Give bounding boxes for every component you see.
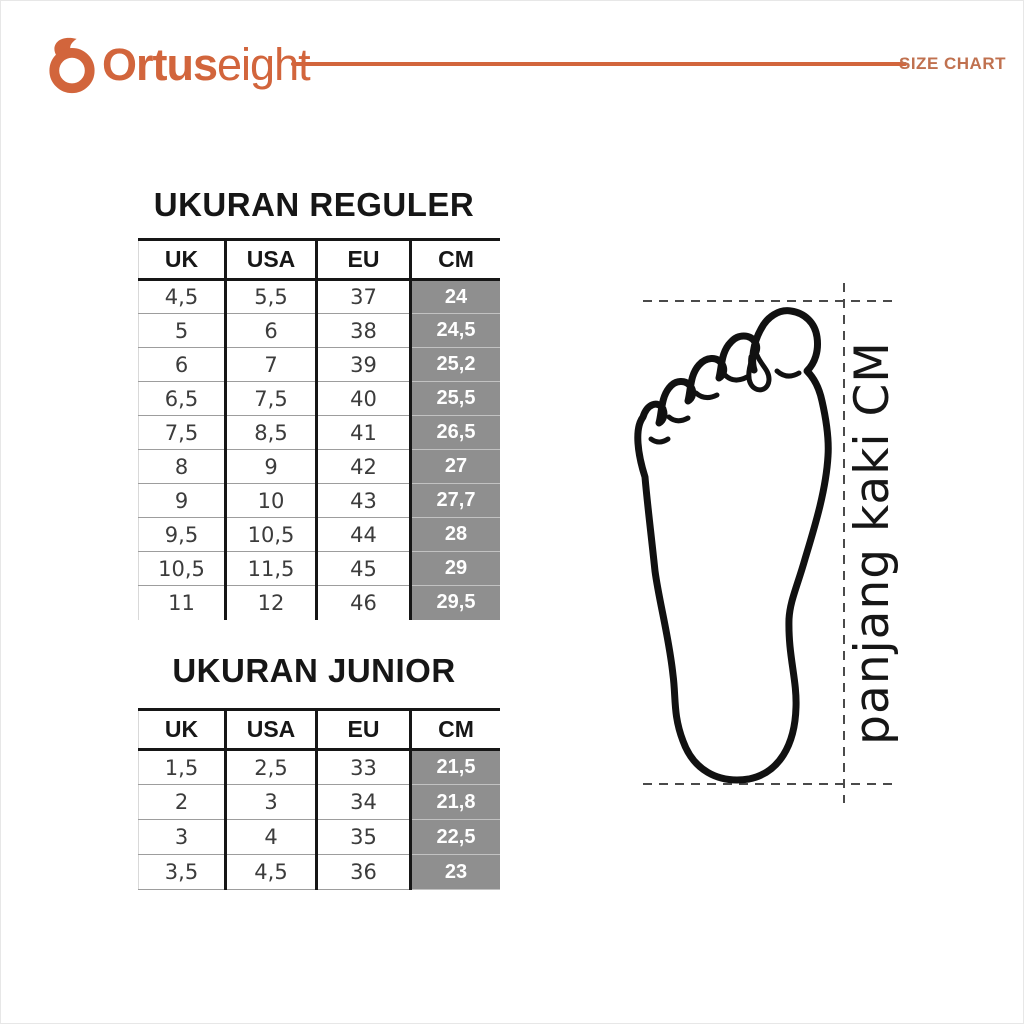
- brand-bold-part: Ortus: [102, 39, 218, 90]
- size-cell: 5,5: [224, 279, 317, 314]
- cm-value-cell: 23: [409, 854, 500, 890]
- size-cell: 6: [224, 313, 317, 348]
- flame-ring: [49, 48, 95, 94]
- size-cell: 8,5: [224, 415, 317, 450]
- size-cell: 44: [315, 517, 411, 552]
- size-row: 3,5 4,5 36 23: [138, 854, 500, 890]
- size-cell: 36: [315, 854, 411, 890]
- cm-value-cell: 24: [409, 279, 500, 314]
- cm-value-cell: 21,8: [409, 784, 500, 820]
- column-header-uk: UK: [138, 708, 226, 751]
- size-row: 9 10 43 27,7: [138, 483, 500, 518]
- toe2-crease: [722, 372, 750, 383]
- size-cell: 11: [168, 590, 195, 615]
- size-cell: 5: [138, 313, 226, 348]
- size-cell: 45: [315, 551, 411, 586]
- cm-value-cell: 29,5: [409, 585, 500, 620]
- size-row: 10,5 11,5 45 29: [138, 551, 500, 586]
- size-cell: 12: [224, 585, 317, 620]
- big-toe-crease: [774, 368, 802, 379]
- size-cell: 11,5: [224, 551, 317, 586]
- size-cell: 40: [315, 381, 411, 416]
- size-cell: 7,5: [224, 381, 317, 416]
- column-header-usa: USA: [224, 708, 317, 751]
- size-row: 9,5 10,5 44 28: [138, 517, 500, 552]
- size-cell: 6,5: [138, 381, 226, 416]
- column-header-eu: EU: [315, 708, 411, 751]
- size-cell: 7: [224, 347, 317, 382]
- size-cell: 10,5: [224, 517, 317, 552]
- cm-value-cell: 25,5: [409, 381, 500, 416]
- size-row: 1,5 2,5 33 21,5: [138, 749, 500, 785]
- size-cell: 8: [138, 449, 226, 484]
- size-cell: 42: [315, 449, 411, 484]
- cm-value-cell: 25,2: [409, 347, 500, 382]
- size-cell: 10,5: [138, 551, 226, 586]
- size-cell: 9,5: [138, 517, 226, 552]
- size-cell: 7,5: [138, 415, 226, 450]
- size-cell: 1,5: [138, 749, 226, 785]
- regular-table-title: UKURAN REGULER: [153, 186, 475, 223]
- header-divider-line: [291, 62, 907, 66]
- size-cell: 9: [138, 483, 226, 518]
- size-cell: 39: [315, 347, 411, 382]
- brand-logo: Ortuseight: [45, 35, 311, 95]
- size-row: 2 3 34 21,8: [138, 784, 500, 820]
- size-row: 8 9 42 27: [138, 449, 500, 484]
- cm-value-cell: 21,5: [409, 749, 500, 785]
- regular-size-table: UK USA EU CM 4,5 5,5 37 24 5 6 38 24,5 6 7 39 25,2 6,5 7,…: [138, 238, 500, 620]
- cm-value-cell: 24,5: [409, 313, 500, 348]
- size-cell: 2: [138, 784, 226, 820]
- size-cell: 6: [138, 347, 226, 382]
- size-cell: 34: [315, 784, 411, 820]
- size-cell: 3,5: [138, 854, 226, 890]
- column-header-usa: USA: [224, 238, 317, 281]
- size-cell: 10: [224, 483, 317, 518]
- size-cell: 37: [315, 279, 411, 314]
- size-cell: 3: [138, 819, 226, 855]
- cm-value-cell: 22,5: [409, 819, 500, 855]
- size-cell: 43: [315, 483, 411, 518]
- size-cell: 41: [315, 415, 411, 450]
- size-cell: 9: [224, 449, 317, 484]
- size-cell: 2,5: [224, 749, 317, 785]
- little-toe-crease: [648, 436, 671, 445]
- brand-wordmark: Ortuseight: [102, 35, 311, 95]
- cm-value-cell: 26,5: [409, 415, 500, 450]
- toe4-crease: [666, 414, 691, 424]
- foot-measurement-diagram: panjang kaki CM: [634, 283, 900, 803]
- size-cell: 38: [315, 313, 411, 348]
- size-row: 4,5 5,5 37 24: [138, 279, 500, 314]
- size-row: 5 6 38 24,5: [138, 313, 500, 348]
- size-row: 6 7 39 25,2: [138, 347, 500, 382]
- cm-value-cell: 29: [409, 551, 500, 586]
- column-header-cm: CM: [409, 238, 500, 281]
- flame-o-icon: [49, 37, 95, 94]
- size-cell: 4: [224, 819, 317, 855]
- column-header-uk: UK: [138, 238, 226, 281]
- size-cell: 33: [315, 749, 411, 785]
- size-chart-label: SIZE CHART: [899, 54, 1006, 73]
- size-row: 3 4 35 22,5: [138, 819, 500, 855]
- foot-length-label: panjang kaki CM: [845, 341, 900, 745]
- size-cell: 4,5: [224, 854, 317, 890]
- size-cell: 4,5: [138, 279, 226, 314]
- junior-table-title: UKURAN JUNIOR: [172, 652, 456, 689]
- toe3-crease: [693, 390, 720, 401]
- cm-value-cell: 27,7: [409, 483, 500, 518]
- column-header-eu: EU: [315, 238, 411, 281]
- size-cell: 46: [315, 585, 411, 620]
- size-row: 11 12 46 29,5: [139, 585, 500, 620]
- junior-size-table: UK USA EU CM 1,5 2,5 33 21,5 2 3 34 21,8 3 4 35 22,5 3,5…: [138, 708, 500, 890]
- foot-outline: [634, 307, 832, 784]
- cm-value-cell: 28: [409, 517, 500, 552]
- column-header-cm: CM: [409, 708, 500, 751]
- size-cell: 3: [224, 784, 317, 820]
- size-cell: 35: [315, 819, 411, 855]
- size-row: 6,5 7,5 40 25,5: [138, 381, 500, 416]
- cm-value-cell: 27: [409, 449, 500, 484]
- size-row: 7,5 8,5 41 26,5: [138, 415, 500, 450]
